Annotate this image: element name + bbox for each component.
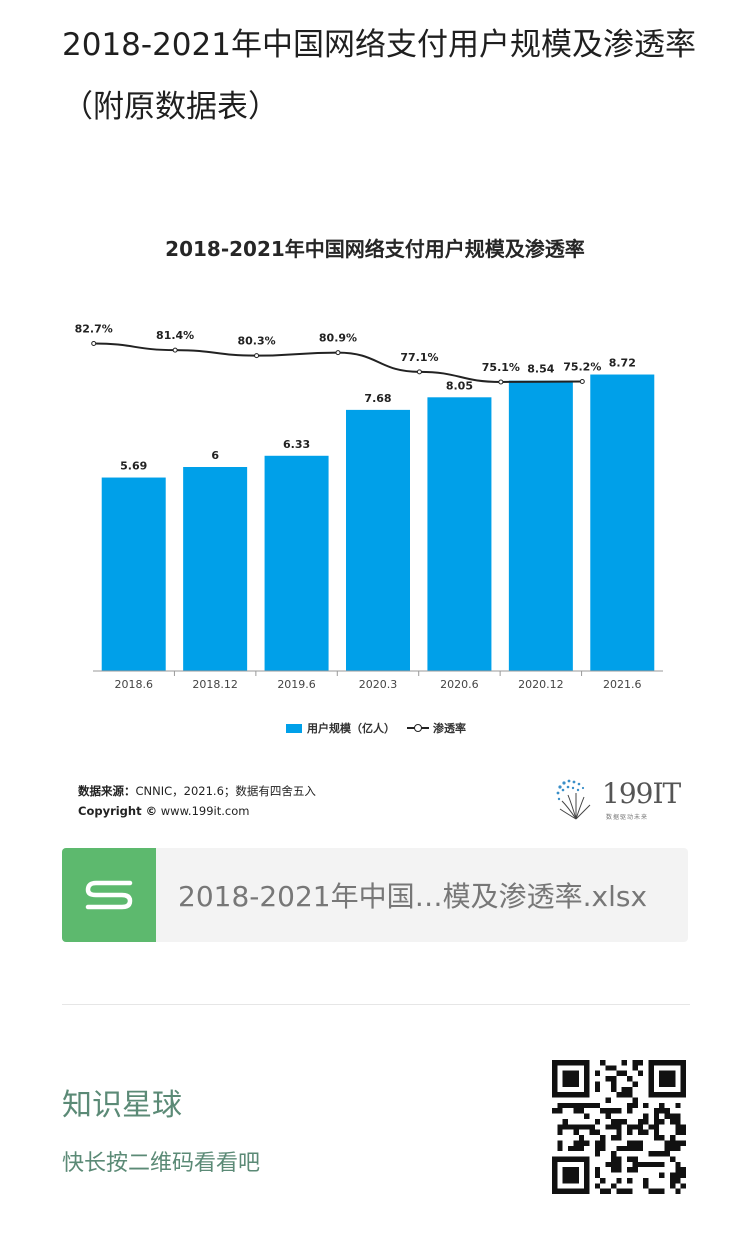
line-point bbox=[91, 341, 97, 347]
file-name: 2018-2021年中国…模及渗透率.xlsx bbox=[178, 880, 648, 913]
x-tick-label: 2019.6 bbox=[277, 678, 316, 691]
line-value-label: 75.2% bbox=[563, 360, 601, 373]
x-tick-label: 2018.6 bbox=[114, 678, 153, 691]
chart-card: 2018-2021年中国网络支付用户规模及渗透率 5.69 2018.6 6 2018… bbox=[60, 215, 690, 835]
bar-value-label: 6.33 bbox=[283, 438, 310, 451]
line-point bbox=[579, 378, 585, 384]
legend-line-label: 渗透率 bbox=[433, 722, 466, 735]
x-tick-label: 2018.12 bbox=[192, 678, 238, 691]
bar-2018.12 bbox=[183, 467, 248, 671]
bar-2019.6 bbox=[264, 455, 329, 671]
line-value-label: 82.7% bbox=[75, 323, 113, 336]
bar-value-label: 7.68 bbox=[364, 392, 391, 405]
attachment-file-card[interactable]: 2018-2021年中国…模及渗透率.xlsx bbox=[62, 848, 688, 942]
chart-legend: 用户规模（亿人） 渗透率 bbox=[286, 720, 466, 736]
qr-code-icon[interactable] bbox=[552, 1060, 686, 1194]
dandelion-logo-icon bbox=[556, 779, 591, 820]
line-point bbox=[498, 379, 504, 385]
source-label: 数据来源： bbox=[78, 784, 136, 798]
x-tick-label: 2020.12 bbox=[518, 678, 564, 691]
line-point bbox=[172, 347, 178, 353]
line-value-label: 80.3% bbox=[237, 335, 275, 348]
bar-value-label: 6 bbox=[211, 449, 219, 462]
bar-2018.6 bbox=[101, 477, 166, 671]
chart-svg: 5.69 2018.6 6 2018.12 6.33 2019.6 7.68 2020.3 8.… bbox=[75, 323, 663, 691]
x-tick-label: 2021.6 bbox=[603, 678, 642, 691]
x-tick-label: 2020.6 bbox=[440, 678, 479, 691]
chart-title: 2018-2021年中国网络支付用户规模及渗透率 bbox=[165, 237, 585, 261]
line-value-label: 77.1% bbox=[400, 351, 438, 364]
spreadsheet-s-icon bbox=[62, 848, 156, 942]
line-point bbox=[254, 353, 260, 359]
divider bbox=[62, 1004, 690, 1005]
post-title: 2018-2021年中国网络支付用户规模及渗透率（附原数据表） bbox=[62, 27, 696, 125]
brand-tagline: 数据驱动未来 bbox=[606, 814, 649, 821]
copyright-url: www.199it.com bbox=[160, 804, 250, 818]
brand-name: 199IT bbox=[602, 777, 681, 810]
planet-hint: 快长按二维码看看吧 bbox=[62, 1151, 261, 1176]
planet-name: 知识星球 bbox=[62, 1088, 182, 1123]
bar-2020.6 bbox=[427, 397, 492, 671]
source-text: CNNIC，2021.6；数据有四舍五入 bbox=[135, 784, 316, 798]
bar-value-label: 5.69 bbox=[120, 460, 147, 473]
legend-bar-swatch bbox=[286, 723, 302, 733]
line-point bbox=[335, 350, 341, 356]
bar-value-label: 8.72 bbox=[609, 357, 636, 370]
line-value-label: 75.1% bbox=[482, 361, 520, 374]
bar-2020.12 bbox=[508, 380, 573, 671]
bar-2020.3 bbox=[346, 409, 410, 671]
brand-logo: 199IT 数据驱动未来 bbox=[554, 777, 684, 823]
line-value-label: 81.4% bbox=[156, 329, 194, 342]
x-tick-label: 2020.3 bbox=[359, 678, 398, 691]
bar-value-label: 8.54 bbox=[527, 363, 554, 376]
copyright-label: Copyright © bbox=[78, 804, 158, 818]
line-point bbox=[416, 369, 422, 375]
source-note: 数据来源：CNNIC，2021.6；数据有四舍五入 Copyright © ww… bbox=[78, 781, 316, 821]
legend-bar-label: 用户规模（亿人） bbox=[307, 722, 395, 735]
bar-2021.6 bbox=[590, 374, 655, 671]
legend-line-swatch bbox=[407, 723, 429, 733]
bar-value-label: 8.05 bbox=[446, 379, 473, 392]
line-value-label: 80.9% bbox=[319, 332, 357, 345]
